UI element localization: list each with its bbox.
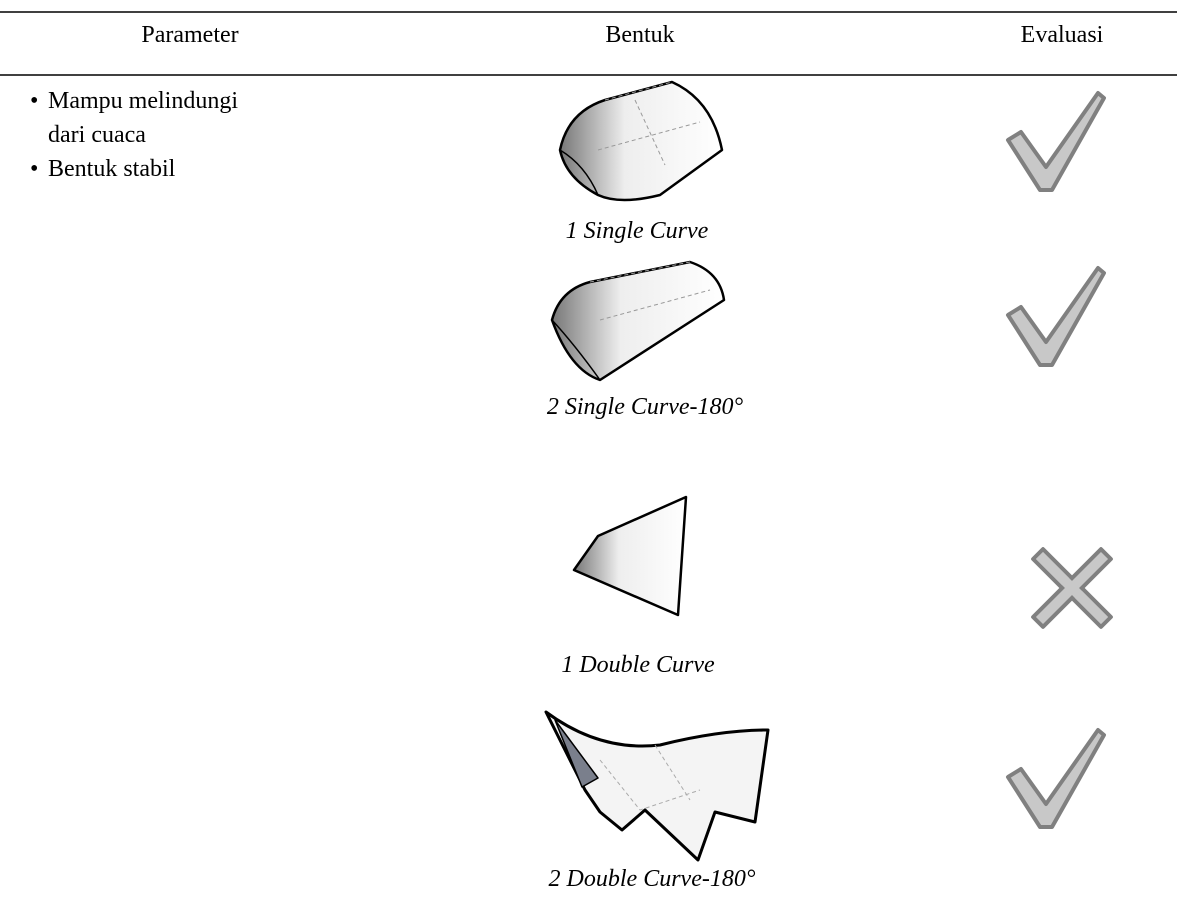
shape-double-curve-180 <box>544 710 770 862</box>
shape-single-curve-180 <box>550 260 726 382</box>
parameter-item: Mampu melindungi dari cuaca <box>30 84 264 152</box>
shape-caption: 2 Double Curve-180° <box>548 866 756 892</box>
parameter-item: Bentuk stabil <box>30 152 264 186</box>
shape-caption: 2 Single Curve-180° <box>546 394 744 420</box>
header-cell: Parameter <box>141 22 239 48</box>
check-mark <box>1006 728 1106 829</box>
check-mark <box>1006 266 1106 367</box>
shape-single-curve <box>558 80 724 202</box>
header-cell: Evaluasi <box>1020 22 1104 48</box>
shape-caption: 1 Single Curve <box>565 218 709 244</box>
shape-double-curve <box>572 495 688 617</box>
parameter-list: Mampu melindungi dari cuaca Bentuk stabi… <box>20 84 264 186</box>
shape-caption: 1 Double Curve <box>561 652 715 678</box>
header-cell: Bentuk <box>605 22 675 48</box>
cross-mark <box>1031 547 1113 629</box>
check-mark <box>1006 91 1106 192</box>
